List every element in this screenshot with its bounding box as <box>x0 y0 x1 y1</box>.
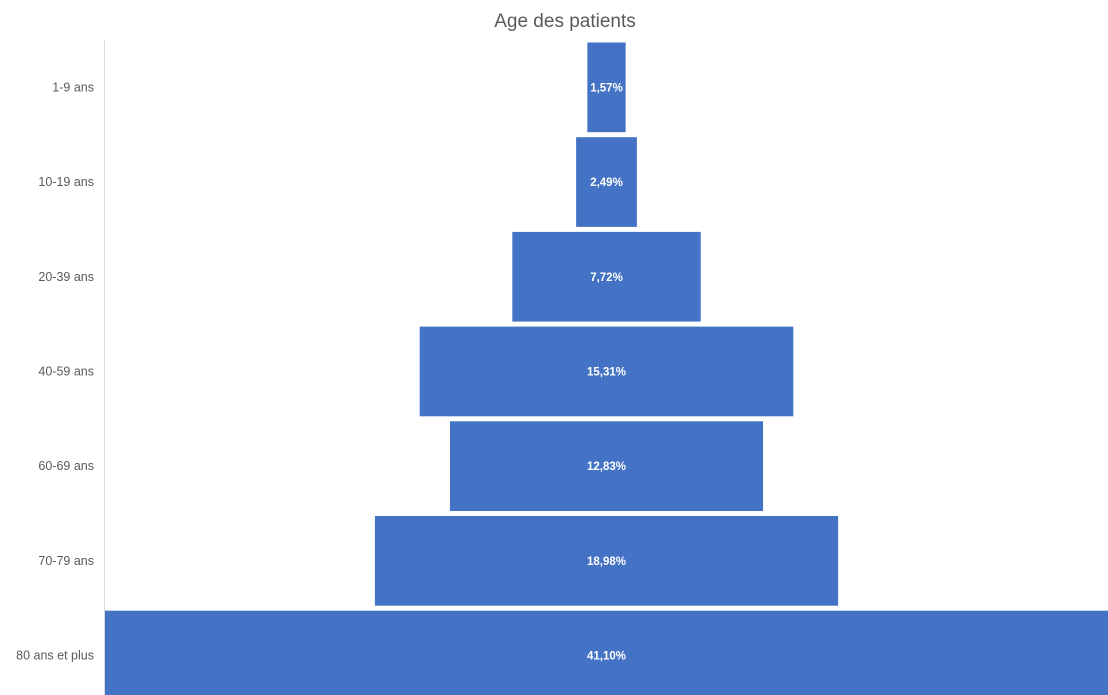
data-label-70-79-ans: 18,98% <box>587 556 626 568</box>
category-label-20-39-ans: 20-39 ans <box>38 270 94 284</box>
bars-group <box>105 42 1108 695</box>
data-labels-group: 1,57% 2,49% 7,72% 15,31% 12,83% 18,98% 41,10% <box>587 82 626 662</box>
category-label-10-19-ans: 10-19 ans <box>38 175 94 189</box>
bar-40-59-ans <box>419 326 794 417</box>
bar-70-79-ans <box>374 516 839 606</box>
category-label-60-69-ans: 60-69 ans <box>38 459 94 473</box>
chart-title: Age des patients <box>494 11 636 32</box>
data-label-20-39-ans: 7,72% <box>590 272 623 284</box>
data-label-80-ans-et-plus: 41,10% <box>587 651 626 663</box>
category-labels-group: 1-9 ans 10-19 ans 20-39 ans 40-59 ans 60-69 … <box>16 80 94 662</box>
data-label-1-9-ans: 1,57% <box>590 82 623 94</box>
bar-1-9-ans <box>587 42 626 133</box>
category-label-80-ans-et-plus: 80 ans et plus <box>16 649 94 663</box>
data-label-60-69-ans: 12,83% <box>587 461 626 473</box>
category-label-70-79-ans: 70-79 ans <box>38 554 94 568</box>
category-label-1-9-ans: 1-9 ans <box>52 80 94 94</box>
bar-60-69-ans <box>449 421 764 511</box>
bar-10-19-ans <box>576 137 637 227</box>
category-label-40-59-ans: 40-59 ans <box>38 364 94 378</box>
data-label-40-59-ans: 15,31% <box>587 366 626 378</box>
bar-20-39-ans <box>512 231 701 322</box>
bar-80-ans-et-plus <box>105 610 1108 695</box>
data-label-10-19-ans: 2,49% <box>590 177 623 189</box>
